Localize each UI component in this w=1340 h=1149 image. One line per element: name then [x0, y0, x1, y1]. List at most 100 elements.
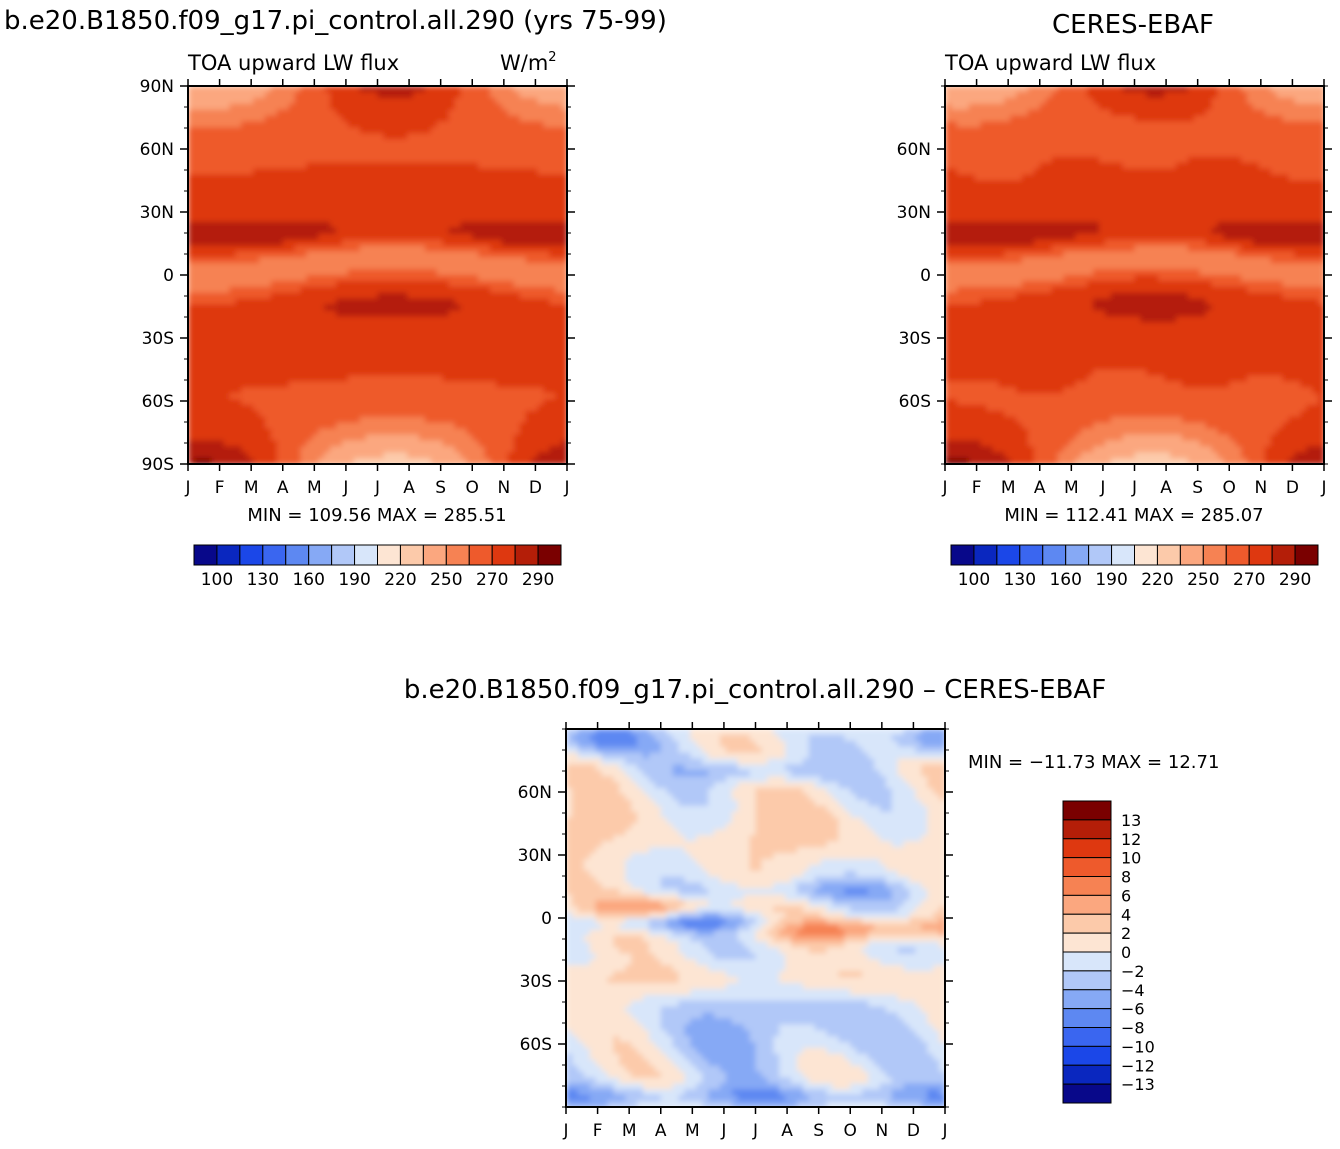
field-cell — [270, 233, 278, 241]
field-cell — [211, 428, 219, 436]
field-cell — [235, 304, 243, 312]
field-cell — [1110, 150, 1118, 158]
field-cell — [1016, 150, 1023, 158]
field-cell — [1098, 145, 1106, 152]
field-cell — [1282, 127, 1290, 135]
field-cell — [513, 357, 521, 365]
field-cell — [199, 339, 207, 347]
field-cell — [436, 221, 444, 229]
colorbar-box — [514, 544, 539, 566]
field-cell — [525, 404, 533, 412]
field-cell — [1158, 103, 1165, 111]
field-cell — [193, 156, 201, 164]
field-cell — [377, 115, 385, 123]
field-cell — [430, 150, 438, 158]
field-cell — [193, 399, 201, 406]
field-cell — [442, 97, 450, 105]
field-cell — [543, 91, 551, 99]
field-cell — [259, 180, 266, 188]
field-cell — [962, 86, 970, 93]
field-cell — [395, 328, 402, 335]
field-cell — [401, 180, 408, 188]
field-cell — [282, 245, 290, 253]
field-cell — [525, 304, 533, 312]
field-cell — [478, 145, 485, 152]
field-cell — [442, 375, 450, 383]
field-cell — [442, 422, 450, 430]
field-cell — [217, 345, 225, 353]
field-cell — [336, 381, 343, 389]
field-cell — [306, 357, 314, 365]
field-cell — [1057, 115, 1065, 123]
field-cell — [1110, 127, 1118, 135]
field-cell — [217, 310, 225, 318]
field-cell — [460, 351, 468, 359]
field-cell — [312, 139, 320, 146]
field-cell — [413, 410, 420, 418]
field-cell — [442, 139, 450, 146]
field-cell — [247, 393, 254, 400]
field-cell — [513, 239, 521, 247]
field-cell — [300, 269, 308, 276]
field-cell — [478, 150, 485, 158]
field-cell — [513, 416, 521, 424]
field-cell — [235, 351, 243, 359]
field-cell — [336, 434, 343, 442]
field-cell — [430, 339, 438, 347]
field-cell — [472, 150, 479, 158]
field-cell — [324, 233, 331, 241]
field-cell — [193, 428, 201, 436]
field-cell — [525, 233, 533, 241]
field-cell — [253, 428, 260, 436]
field-cell — [466, 428, 474, 436]
field-cell — [383, 428, 391, 436]
field-cell — [223, 91, 231, 99]
field-cell — [193, 440, 201, 448]
field-cell — [1217, 97, 1225, 105]
field-cell — [341, 168, 349, 176]
field-cell — [188, 322, 195, 329]
field-cell — [1010, 145, 1017, 152]
field-cell — [341, 387, 349, 394]
field-cell — [466, 316, 474, 324]
field-cell — [235, 174, 243, 182]
field-cell — [259, 269, 266, 276]
field-cell — [1270, 121, 1278, 129]
field-cell — [253, 280, 260, 288]
field-cell — [347, 334, 355, 341]
field-cell — [430, 91, 438, 99]
field-cell — [1276, 86, 1284, 93]
field-cell — [460, 345, 468, 353]
field-cell — [454, 351, 462, 359]
field-cell — [543, 280, 551, 288]
field-cell — [950, 86, 958, 93]
field-cell — [1075, 139, 1082, 146]
field-cell — [276, 115, 284, 123]
field-cell — [188, 186, 195, 194]
field-cell — [365, 381, 373, 389]
field-cell — [324, 180, 331, 188]
field-cell — [211, 446, 219, 453]
field-cell — [1312, 139, 1319, 146]
field-cell — [306, 446, 314, 453]
field-cell — [229, 227, 237, 235]
field-cell — [347, 168, 355, 176]
field-cell — [478, 381, 485, 389]
field-cell — [466, 257, 474, 264]
field-cell — [324, 280, 331, 288]
field-cell — [205, 458, 213, 464]
field-cell — [217, 292, 225, 300]
field-cell — [371, 292, 379, 300]
field-cell — [561, 91, 567, 99]
field-cell — [270, 292, 278, 300]
field-cell — [359, 452, 367, 459]
field-cell — [241, 399, 249, 406]
field-cell — [413, 387, 420, 394]
field-cell — [448, 210, 456, 217]
field-cell — [276, 422, 284, 430]
x-tick-label: D — [529, 478, 542, 498]
field-cell — [413, 322, 420, 329]
field-cell — [543, 322, 551, 329]
field-cell — [1152, 115, 1159, 123]
field-cell — [270, 328, 278, 335]
